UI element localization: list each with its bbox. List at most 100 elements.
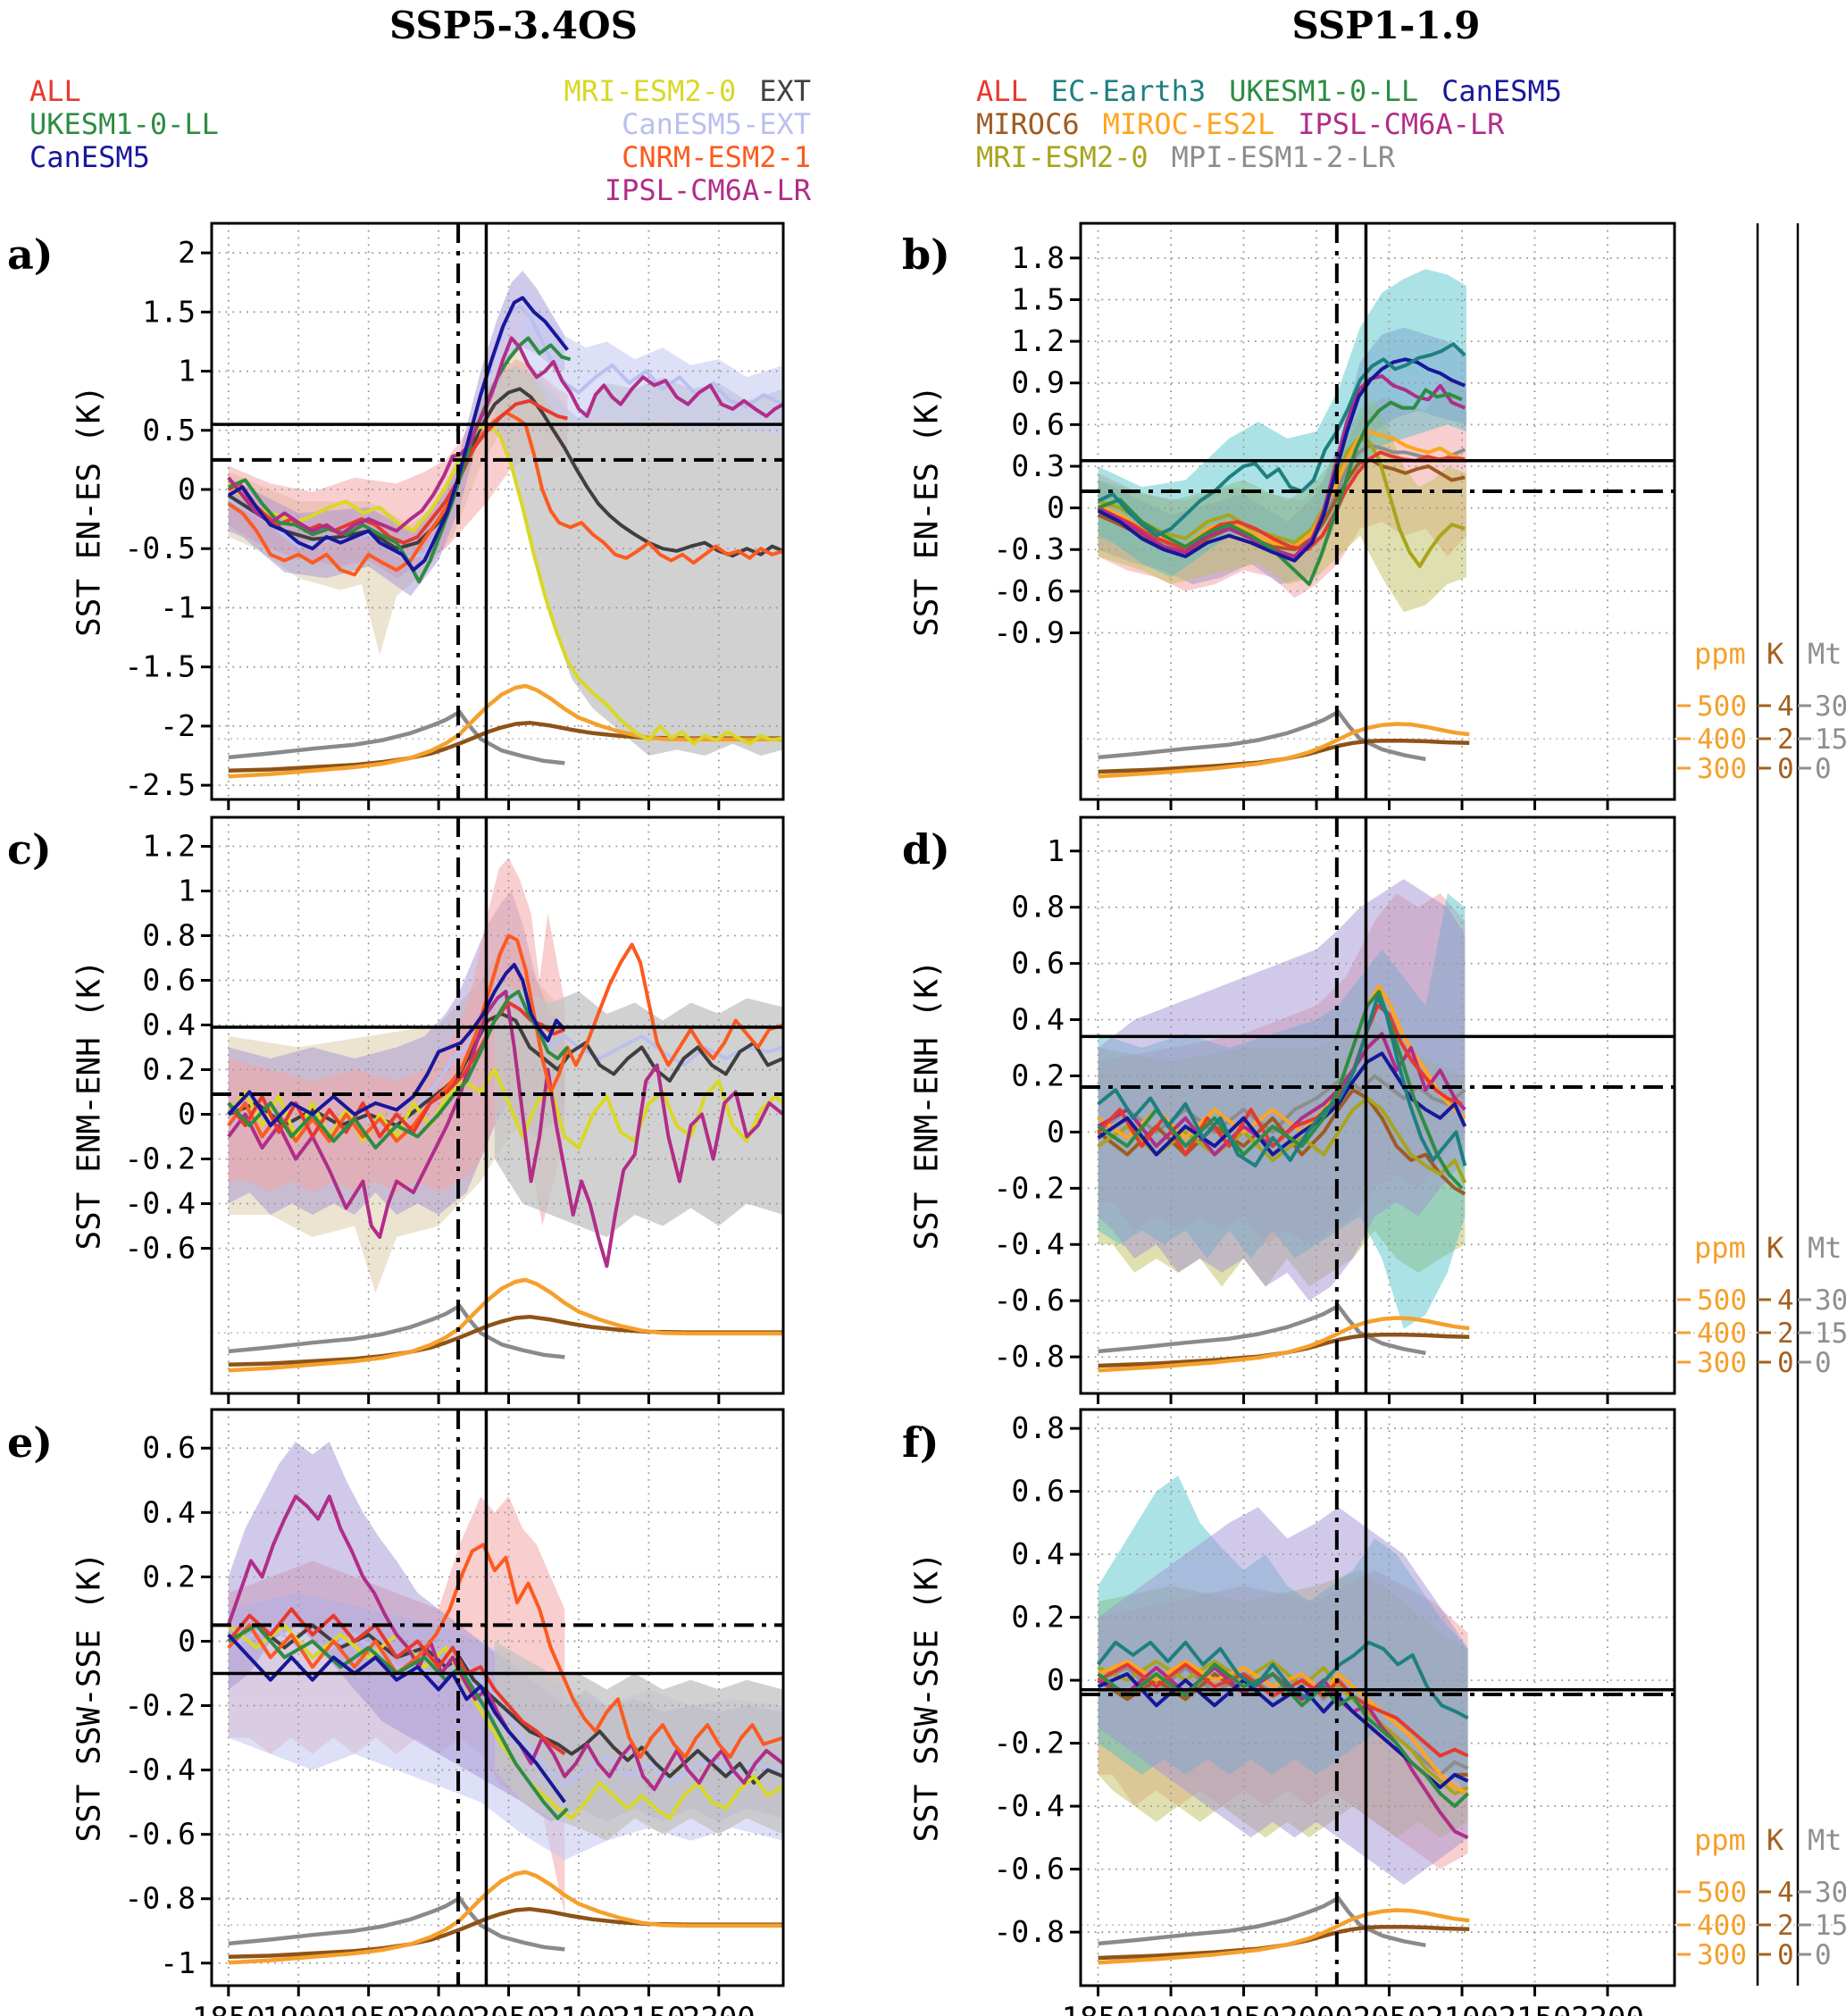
legend-item-cnrm-esm2-1: CNRM-ESM2-1 [622,140,811,174]
legend-item-mri-esm2-0: MRI-ESM2-0 [976,140,1149,174]
panel-border [1079,1408,1676,1987]
y-tick-label: -0.3 [994,531,1065,566]
panel-a: 2 1.5 1 0.5 0 -0.5 -1 -1.5 -2 -2.5 [125,222,785,810]
panel-border [1079,222,1676,801]
legend-item-ukesm1-0-ll: UKESM1-0-LL [29,107,219,141]
series-mri-esm2-0 [227,1067,783,1150]
panel-border [210,222,785,801]
secondary-axis-ticklabel-Mt: 30 [1815,690,1846,723]
series-all [227,1000,566,1139]
y-tick-label: 0.5 [142,413,196,448]
y-tick-label: -2.5 [125,767,196,802]
series-ec-earth3 [1097,995,1467,1168]
y-tick-label: -0.8 [994,1339,1065,1374]
x-tick-label: 2050 [1353,2001,1426,2016]
y-tick-label: -1 [160,1945,196,1980]
series-ipsl-cm6a-lr [227,336,783,537]
y-tick-label: 0.2 [1011,1600,1065,1635]
y-tick-label: 0.4 [142,1494,196,1529]
y-tick-label: -0.2 [125,1688,196,1723]
panel-label-f: f) [902,1418,940,1467]
y-tick-label: 0.4 [142,1008,196,1042]
x-tick-label: 2150 [1499,2001,1572,2016]
inset-Mt-curve [1098,1895,1426,1948]
y-tick-label: 0 [1047,1662,1065,1697]
secondary-axis-title-K: K [1767,1231,1784,1265]
y-tick-label: 0.8 [1011,890,1065,924]
ensemble-band [522,282,783,437]
panel-label-b: b) [902,230,950,279]
y-tick-label: -0.6 [994,573,1065,608]
x-tick-label: 2000 [402,2001,475,2016]
series-miroc-es2l [1097,1660,1469,1795]
y-tick-label: 0.2 [1011,1058,1065,1092]
secondary-axis-ticklabel-Mt: 15 [1815,1318,1846,1350]
secondary-axis-ticklabel-K: 0 [1777,1347,1794,1379]
panel-border [210,816,785,1395]
panel-f: 0.8 0.6 0.4 0.2 0 -0.2 -0.4 -0.6 -0.8 18501900195… [994,1408,1676,2016]
y-tick-label: 0.6 [1011,1474,1065,1509]
y-tick-label: -1.5 [125,649,196,684]
inset-K-curve [228,1906,783,1960]
y-tick-label: 0.4 [1011,1002,1065,1037]
legend-item-mpi-esm1-2-lr: MPI-ESM1-2-LR [1171,140,1396,174]
series-ukesm1-0-ll [228,336,572,584]
legend-item-canesm5-ext: CanESM5-EXT [622,107,811,141]
y-tick-label: 1 [178,874,196,908]
ensemble-band [1098,269,1466,578]
y-tick-label: 0 [178,1623,196,1658]
x-tick-label: 2000 [1280,2001,1353,2016]
panel-label-a: a) [7,230,54,279]
series-ukesm1-0-ll [1097,990,1464,1190]
secondary-axis-ticklabel-K: 0 [1777,1939,1794,1971]
secondary-axis-ticklabel-Mt: 0 [1815,1939,1832,1971]
y-tick-label: 2 [178,235,196,270]
x-tick-label: 2150 [612,2001,685,2016]
secondary-axis-title-ppm: ppm [1694,1231,1746,1265]
secondary-axis-ticklabel-ppm: 300 [1697,1939,1747,1971]
y-tick-label: -0.6 [125,1231,196,1266]
secondary-axis-title-Mt: Mt [1808,1823,1842,1857]
secondary-axis-ticklabel-ppm: 400 [1697,1318,1747,1350]
legend-item-miroc6: MIROC6 [976,107,1080,141]
inset-Mt-curve [1098,709,1426,762]
inset-ppm-curve [1098,1316,1470,1373]
y-tick-label: 1.5 [1011,281,1065,316]
secondary-axis-ticklabel-K: 2 [1777,1910,1794,1942]
y-tick-label: -0.6 [994,1852,1065,1886]
secondary-axis-title-K: K [1767,1823,1784,1857]
secondary-axis-ticklabel-Mt: 0 [1815,753,1832,785]
y-tick-label: -0.2 [125,1142,196,1176]
series-mri-esm2-0 [1097,1096,1467,1184]
x-tick-label: 1950 [332,2001,405,2016]
secondary-axis-ticklabel-K: 2 [1777,1318,1794,1350]
secondary-axis-ticklabel-K: 4 [1777,1284,1794,1317]
y-tick-label: -0.2 [994,1170,1065,1205]
series-cnrm-esm2-1 [227,410,783,577]
x-tick-label: 1850 [192,2001,265,2016]
legend-item-ipsl-cm6a-lr: IPSL-CM6A-LR [1298,107,1505,141]
panel-c: 1.2 1 0.8 0.6 0.4 0.2 0 -0.2 -0.4 -0.6 [125,816,785,1404]
y-tick-label: -0.4 [994,1788,1065,1823]
inset-Mt-curve [228,709,565,765]
y-tick-label: 0.6 [142,1430,196,1465]
y-tick-label: 1.2 [142,829,196,864]
secondary-axis-ticklabel-ppm: 500 [1697,690,1747,723]
secondary-axis-ticklabel-K: 0 [1777,753,1794,785]
x-tick-label: 1900 [1134,2001,1207,2016]
secondary-axis-ticklabel-Mt: 30 [1815,1877,1846,1909]
inset-ppm-curve [1098,1908,1470,1965]
x-tick-label: 2100 [542,2001,615,2016]
legend-item-ext: EXT [759,74,811,108]
series-ec-earth3 [1097,342,1466,538]
y-tick-label: 0 [1047,1114,1065,1149]
secondary-axis-ticklabel-ppm: 300 [1697,753,1747,785]
y-tick-label: 0.2 [142,1559,196,1594]
series-canesm5 [1097,357,1466,563]
y-tick-label: 1.2 [1011,323,1065,358]
legend-item-canesm5: CanESM5 [29,140,150,174]
y-tick-label: -0.4 [994,1226,1065,1261]
secondary-axis-ticklabel-Mt: 0 [1815,1347,1832,1379]
